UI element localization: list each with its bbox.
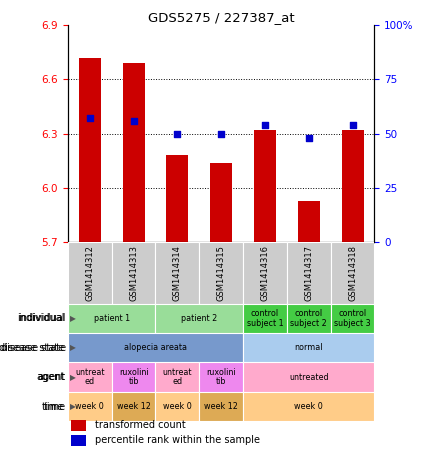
Text: week 0: week 0 (294, 402, 323, 411)
Bar (210, 163, 232, 242)
Bar (71, 420, 86, 431)
Text: control
subject 3: control subject 3 (334, 309, 371, 328)
Text: agent: agent (38, 372, 66, 382)
Bar (112, 362, 155, 392)
Bar (68, 362, 112, 392)
Text: ruxolini
tib: ruxolini tib (206, 368, 236, 386)
Bar (68, 392, 112, 421)
Text: disease state: disease state (0, 342, 64, 353)
Bar (166, 155, 188, 242)
Bar (112, 242, 155, 304)
Text: week 0: week 0 (75, 402, 104, 411)
Bar (155, 392, 199, 421)
Point (305, 135, 312, 142)
Bar (155, 362, 199, 392)
Point (86, 115, 93, 122)
Text: control
subject 1: control subject 1 (247, 309, 283, 328)
Bar (298, 201, 320, 242)
Point (130, 117, 137, 124)
Bar (243, 333, 374, 362)
Bar (254, 130, 276, 242)
Bar (287, 242, 331, 304)
Text: GSM1414313: GSM1414313 (129, 246, 138, 301)
Text: time: time (42, 401, 64, 412)
Text: GSM1414318: GSM1414318 (348, 246, 357, 301)
Text: patient 2: patient 2 (181, 314, 217, 323)
Text: percentile rank within the sample: percentile rank within the sample (95, 435, 261, 445)
Bar (243, 242, 287, 304)
Bar (331, 242, 374, 304)
Text: ▶: ▶ (70, 314, 76, 323)
Text: week 0: week 0 (163, 402, 192, 411)
Text: disease state: disease state (0, 342, 66, 353)
Bar (243, 304, 287, 333)
Bar (112, 392, 155, 421)
Point (261, 121, 268, 129)
Text: time: time (43, 401, 66, 412)
Text: normal: normal (294, 343, 323, 352)
Bar (68, 333, 243, 362)
Bar (68, 242, 112, 304)
Text: agent: agent (36, 372, 64, 382)
Bar (79, 58, 101, 242)
Text: GSM1414316: GSM1414316 (261, 246, 269, 301)
Text: ▶: ▶ (70, 373, 76, 381)
Text: week 12: week 12 (204, 402, 238, 411)
Text: patient 1: patient 1 (94, 314, 130, 323)
Bar (68, 304, 155, 333)
Text: GSM1414314: GSM1414314 (173, 246, 182, 301)
Bar (71, 435, 86, 446)
Bar (331, 304, 374, 333)
Text: GSM1414315: GSM1414315 (217, 246, 226, 301)
Text: individual: individual (17, 313, 64, 323)
Text: transformed count: transformed count (95, 420, 186, 430)
Bar (243, 362, 374, 392)
Bar (123, 63, 145, 242)
Text: week 12: week 12 (117, 402, 151, 411)
Text: GSM1414317: GSM1414317 (304, 246, 313, 301)
Text: untreat
ed: untreat ed (75, 368, 105, 386)
Text: ▶: ▶ (70, 402, 76, 411)
Bar (199, 242, 243, 304)
Text: individual: individual (18, 313, 66, 323)
Bar (155, 304, 243, 333)
Bar (287, 304, 331, 333)
Bar (342, 130, 364, 242)
Point (349, 121, 356, 129)
Text: ▶: ▶ (70, 343, 76, 352)
Point (174, 130, 181, 137)
Bar (199, 392, 243, 421)
Bar (243, 392, 374, 421)
Text: untreated: untreated (289, 373, 328, 381)
Text: untreat
ed: untreat ed (162, 368, 192, 386)
Text: alopecia areata: alopecia areata (124, 343, 187, 352)
Bar (155, 242, 199, 304)
Text: control
subject 2: control subject 2 (290, 309, 327, 328)
Bar (199, 362, 243, 392)
Title: GDS5275 / 227387_at: GDS5275 / 227387_at (148, 11, 294, 24)
Point (218, 130, 225, 137)
Text: GSM1414312: GSM1414312 (85, 246, 94, 301)
Text: ruxolini
tib: ruxolini tib (119, 368, 148, 386)
